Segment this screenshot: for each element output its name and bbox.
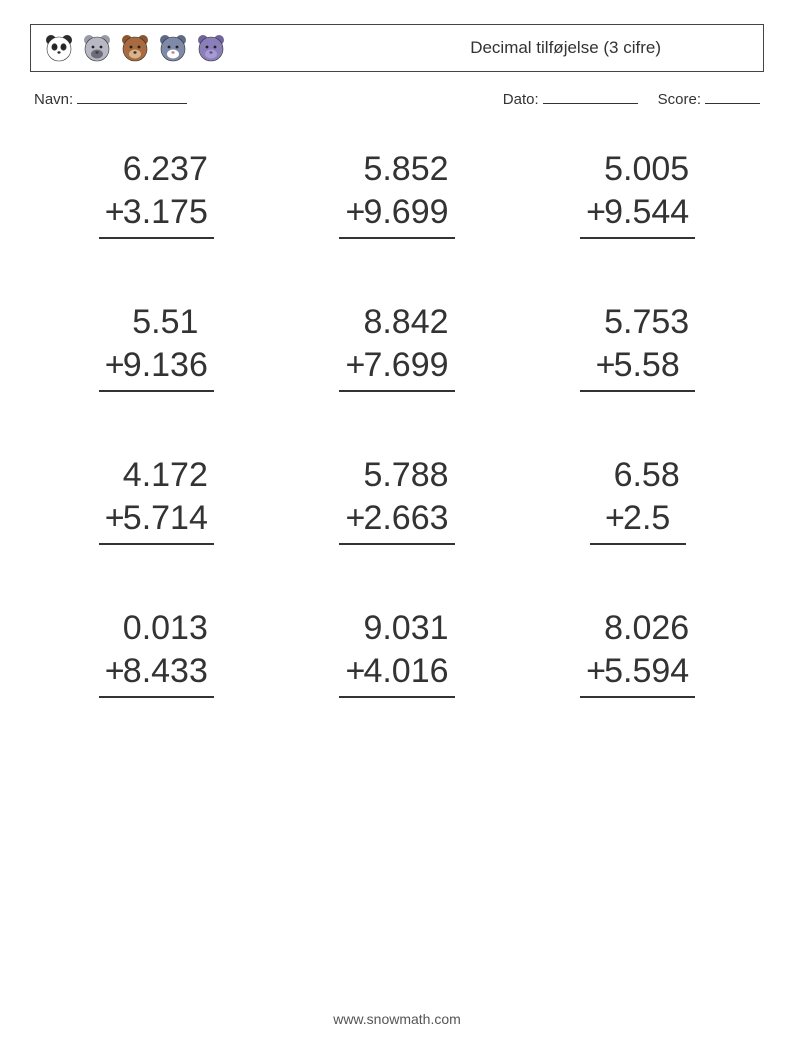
addend-bottom: +5.594 xyxy=(580,650,695,699)
problem: 0.013 +8.433 xyxy=(76,607,237,698)
info-row: Navn: Dato: Score: xyxy=(30,90,764,108)
addend-bottom: +4.016 xyxy=(339,650,454,699)
addend-top: 5.753 xyxy=(580,301,695,344)
hippo-icon xyxy=(195,32,227,64)
worksheet-title: Decimal tilføjelse (3 cifre) xyxy=(470,38,751,58)
addend-bottom: +2.5 xyxy=(590,497,686,546)
addend-bottom: +9.544 xyxy=(580,191,695,240)
addend-bottom: +9.136 xyxy=(99,344,214,393)
problem: 5.852 +9.699 xyxy=(317,148,478,239)
problem: 4.172 +5.714 xyxy=(76,454,237,545)
problem: 5.51 +9.136 xyxy=(76,301,237,392)
name-blank[interactable] xyxy=(77,90,187,104)
problem: 9.031 +4.016 xyxy=(317,607,478,698)
problem: 6.58 +2.5 xyxy=(557,454,718,545)
problem: 5.788 +2.663 xyxy=(317,454,478,545)
addend-top: 9.031 xyxy=(339,607,454,650)
addend-top: 0.013 xyxy=(99,607,214,650)
addend-bottom: +7.699 xyxy=(339,344,454,393)
bear-icon xyxy=(119,32,151,64)
addend-top: 8.026 xyxy=(580,607,695,650)
footer-url: www.snowmath.com xyxy=(0,1011,794,1027)
addend-top: 6.58 xyxy=(590,454,686,497)
header-box: Decimal tilføjelse (3 cifre) xyxy=(30,24,764,72)
name-label: Navn: xyxy=(34,91,73,108)
addend-top: 5.005 xyxy=(580,148,695,191)
animal-row xyxy=(43,32,227,64)
date-label: Dato: xyxy=(503,91,539,108)
addend-bottom: +2.663 xyxy=(339,497,454,546)
score-blank[interactable] xyxy=(705,90,760,104)
cat-icon xyxy=(157,32,189,64)
score-label: Score: xyxy=(658,91,701,108)
addend-bottom: +5.714 xyxy=(99,497,214,546)
addend-top: 5.51 xyxy=(99,301,214,344)
addend-top: 5.788 xyxy=(339,454,454,497)
addend-top: 6.237 xyxy=(99,148,214,191)
date-blank[interactable] xyxy=(543,90,638,104)
problem: 5.005 +9.544 xyxy=(557,148,718,239)
addend-top: 4.172 xyxy=(99,454,214,497)
addend-bottom: +5.58 xyxy=(580,344,695,393)
problem: 8.842 +7.699 xyxy=(317,301,478,392)
panda-icon xyxy=(43,32,75,64)
addend-bottom: +3.175 xyxy=(99,191,214,240)
problem: 6.237 +3.175 xyxy=(76,148,237,239)
addend-bottom: +9.699 xyxy=(339,191,454,240)
addend-top: 8.842 xyxy=(339,301,454,344)
problem: 8.026 +5.594 xyxy=(557,607,718,698)
koala-icon xyxy=(81,32,113,64)
problem: 5.753 +5.58 xyxy=(557,301,718,392)
problem-grid: 6.237 +3.175 5.852 +9.699 5.005 +9.544 5… xyxy=(30,138,764,698)
addend-bottom: +8.433 xyxy=(99,650,214,699)
addend-top: 5.852 xyxy=(339,148,454,191)
